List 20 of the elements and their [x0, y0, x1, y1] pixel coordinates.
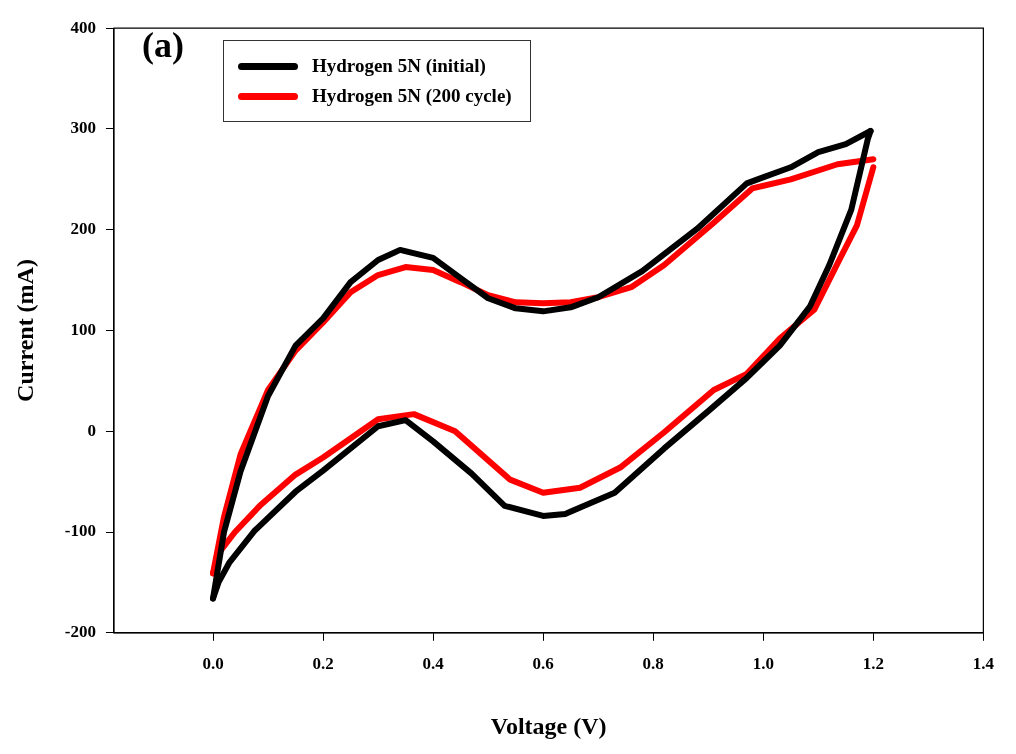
x-tick-label: 0.8 — [642, 654, 664, 674]
x-axis-title: Voltage (V) — [490, 712, 607, 739]
legend-label: Hydrogen 5N (200 cycle) — [312, 84, 512, 108]
y-tick-label: 400 — [70, 17, 96, 37]
y-axis-title: Current (mA) — [11, 259, 38, 402]
x-tick-label: 0.6 — [532, 654, 554, 674]
x-tick-label: 0.4 — [422, 654, 445, 674]
y-tick-label: 100 — [70, 319, 96, 339]
x-tick-label: 1.2 — [862, 654, 884, 674]
y-tick-label: -100 — [64, 521, 96, 541]
y-tick-label: -200 — [64, 622, 96, 642]
annotation: (a) — [142, 24, 184, 66]
y-tick-label: 300 — [70, 118, 96, 138]
x-tick-label: 0.2 — [312, 654, 334, 674]
legend-label: Hydrogen 5N (initial) — [312, 54, 486, 78]
y-tick-label: 200 — [70, 219, 96, 239]
x-tick-label: 1.0 — [752, 654, 774, 674]
x-tick-label: 1.4 — [972, 654, 995, 674]
x-tick-label: 0.0 — [202, 654, 224, 674]
y-tick-label: 0 — [87, 420, 96, 440]
